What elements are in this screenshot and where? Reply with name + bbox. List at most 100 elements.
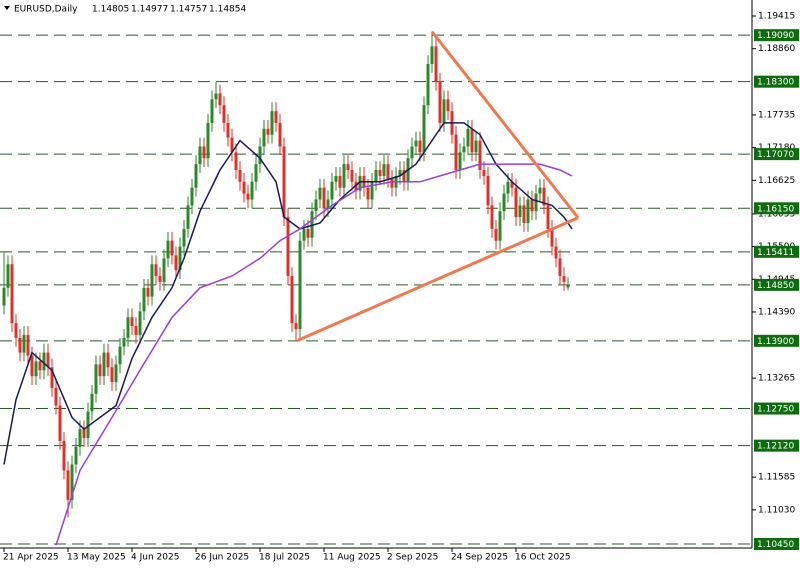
candle-body [206, 122, 210, 159]
candle-body [298, 240, 302, 330]
x-tick-label: 24 Sep 2025 [451, 553, 508, 563]
candle-body [454, 134, 458, 171]
level-label-box [754, 537, 799, 550]
candle-body [414, 140, 418, 147]
candle-body [114, 364, 118, 383]
candle-body [402, 170, 406, 182]
candle-body [350, 170, 354, 182]
header-low: 1.14757 [170, 5, 207, 15]
candle-body [290, 276, 294, 324]
candle-body [530, 199, 534, 212]
candle-body [82, 429, 86, 438]
x-tick-label: 2 Sep 2025 [387, 553, 438, 563]
candle-body [118, 346, 122, 365]
y-tick-label: 1.16055 [758, 209, 795, 219]
candle-body [510, 181, 514, 188]
level-label-box [754, 75, 799, 88]
candle-body [86, 411, 90, 438]
candle-body [486, 175, 490, 206]
candle-body [102, 352, 106, 377]
level-label-box [754, 245, 799, 258]
candle-body [254, 164, 258, 182]
candle-body [146, 287, 150, 297]
candle-body [10, 264, 14, 324]
candle-body [162, 258, 166, 282]
candle-body [90, 393, 94, 412]
candle-body [422, 105, 426, 153]
candle-body [178, 246, 182, 271]
overlays [3, 30, 580, 546]
candle-body [330, 181, 334, 200]
candle-body [54, 387, 58, 406]
x-tick-label: 18 Jul 2025 [259, 553, 310, 563]
y-tick-label: 1.14390 [758, 307, 795, 317]
candle-body [470, 128, 474, 153]
candle-body [214, 93, 218, 100]
candle-body [410, 146, 414, 159]
candle-body [6, 264, 10, 288]
candle-body [190, 187, 194, 206]
candle-body [262, 128, 266, 147]
x-tick-label: 13 May 2025 [67, 553, 126, 563]
candle-body [126, 317, 130, 338]
candle-body [174, 255, 178, 271]
header-open: 1.14805 [92, 5, 129, 15]
y-tick-label: 1.18860 [758, 44, 795, 54]
candle-body [314, 199, 318, 212]
level-label: 1.15411 [757, 248, 794, 258]
candle-body [490, 205, 494, 229]
candle-body [186, 205, 190, 229]
candle-body [38, 361, 42, 371]
candle-body [110, 367, 114, 383]
candle-body [282, 146, 286, 218]
candle-body [22, 334, 26, 353]
candle-body [502, 193, 506, 212]
candle-body [78, 429, 82, 447]
candle-body [94, 364, 98, 394]
candle-body [226, 122, 230, 138]
x-tick-label: 26 Jun 2025 [195, 553, 249, 563]
candle-body [122, 337, 126, 347]
moving-average [55, 163, 573, 546]
level-label-box [754, 202, 799, 215]
candle-body [66, 470, 70, 500]
level-label-box [754, 148, 799, 161]
level-label-box [754, 334, 799, 347]
candle-body [358, 175, 362, 191]
candle-body [106, 352, 110, 368]
menu-arrow[interactable] [4, 6, 10, 10]
candle-body [170, 240, 174, 256]
candle-body [222, 105, 226, 123]
candle-body [474, 140, 478, 153]
candle-body [310, 211, 314, 238]
candle-body [26, 334, 30, 356]
candle-body [478, 140, 482, 171]
candle-body [62, 440, 66, 471]
candle-body [550, 228, 554, 247]
candle-body [34, 361, 38, 377]
y-tick-label: 1.11585 [758, 473, 795, 483]
candle-body [318, 187, 322, 200]
candle-body [466, 128, 470, 147]
candle-body [482, 170, 486, 176]
candle-body [202, 146, 206, 159]
candle-body [538, 187, 542, 194]
candle-body [198, 146, 202, 165]
level-label: 1.13900 [757, 337, 794, 347]
candle-body [270, 111, 274, 135]
candle-body [386, 164, 390, 179]
candle-body [426, 64, 430, 106]
level-label: 1.12750 [757, 405, 794, 415]
trend-line [430, 30, 580, 219]
candle-body [130, 317, 134, 327]
candle-body [218, 93, 222, 106]
candle-body [74, 446, 78, 465]
candle-body [430, 46, 434, 65]
candle-body [546, 205, 550, 229]
candle-body [70, 464, 74, 500]
candle-body [98, 364, 102, 377]
candle-body [158, 276, 162, 282]
level-label-box [754, 439, 799, 452]
trend-line [297, 216, 579, 342]
level-label: 1.14850 [757, 281, 794, 291]
